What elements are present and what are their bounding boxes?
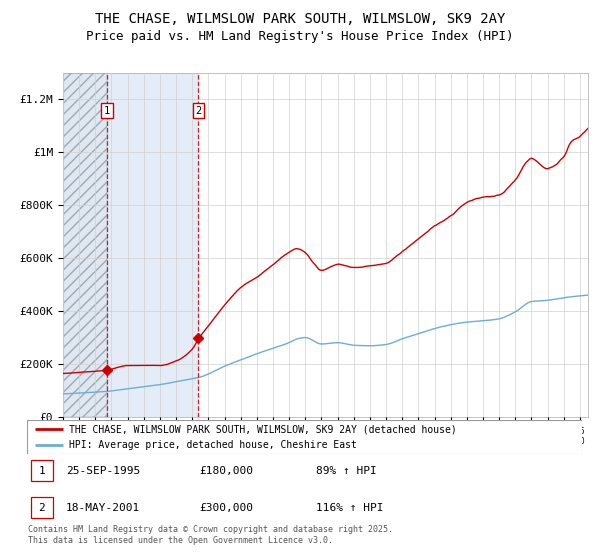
Text: HPI: Average price, detached house, Cheshire East: HPI: Average price, detached house, Ches… (68, 440, 356, 450)
Text: 1: 1 (104, 106, 110, 116)
Text: 2: 2 (195, 106, 202, 116)
FancyBboxPatch shape (31, 460, 53, 481)
FancyBboxPatch shape (31, 497, 53, 518)
Text: 89% ↑ HPI: 89% ↑ HPI (316, 466, 376, 476)
Text: Price paid vs. HM Land Registry's House Price Index (HPI): Price paid vs. HM Land Registry's House … (86, 30, 514, 43)
Bar (63, 73, 107, 417)
Text: £300,000: £300,000 (199, 502, 253, 512)
Text: 1: 1 (38, 466, 46, 476)
Text: £180,000: £180,000 (199, 466, 253, 476)
Text: THE CHASE, WILMSLOW PARK SOUTH, WILMSLOW, SK9 2AY (detached house): THE CHASE, WILMSLOW PARK SOUTH, WILMSLOW… (68, 424, 457, 434)
Text: Contains HM Land Registry data © Crown copyright and database right 2025.
This d: Contains HM Land Registry data © Crown c… (28, 525, 393, 545)
Text: THE CHASE, WILMSLOW PARK SOUTH, WILMSLOW, SK9 2AY: THE CHASE, WILMSLOW PARK SOUTH, WILMSLOW… (95, 12, 505, 26)
Text: 25-SEP-1995: 25-SEP-1995 (66, 466, 140, 476)
Text: 116% ↑ HPI: 116% ↑ HPI (316, 502, 383, 512)
FancyBboxPatch shape (27, 420, 582, 454)
Text: 18-MAY-2001: 18-MAY-2001 (66, 502, 140, 512)
Text: 2: 2 (38, 502, 46, 512)
Bar (107, 73, 199, 417)
Bar (63, 73, 107, 417)
